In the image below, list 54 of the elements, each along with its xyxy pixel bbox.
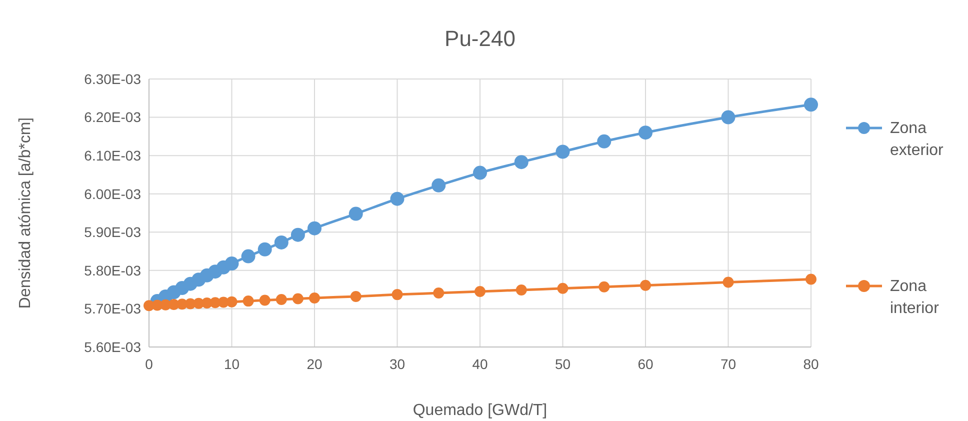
point bbox=[392, 289, 403, 300]
point bbox=[804, 98, 818, 112]
point bbox=[474, 286, 486, 297]
point bbox=[806, 274, 816, 285]
point bbox=[557, 282, 568, 294]
point bbox=[224, 256, 239, 271]
point bbox=[597, 134, 612, 148]
y-tick-label: 6.10E-03 bbox=[84, 147, 142, 164]
legend-label: Zona interior bbox=[890, 278, 940, 317]
x-tick-label: 30 bbox=[389, 356, 406, 372]
point bbox=[516, 284, 527, 296]
point bbox=[242, 296, 254, 307]
point bbox=[722, 276, 734, 288]
x-tick-label: 80 bbox=[803, 356, 819, 372]
point bbox=[640, 280, 651, 291]
point bbox=[309, 292, 320, 304]
y-tick-label: 5.90E-03 bbox=[84, 224, 142, 240]
point bbox=[350, 290, 362, 302]
point bbox=[308, 221, 322, 236]
point bbox=[556, 144, 570, 159]
y-tick-label: 5.60E-03 bbox=[84, 338, 142, 355]
x-tick-label: 20 bbox=[306, 356, 322, 372]
point bbox=[721, 110, 736, 124]
y-tick-label: 6.00E-03 bbox=[84, 186, 142, 202]
point bbox=[258, 242, 272, 256]
y-tick-label: 5.70E-03 bbox=[84, 300, 142, 317]
legend-label: Zona exterior bbox=[890, 120, 944, 159]
chart-title: Pu-240 bbox=[444, 26, 516, 51]
x-tick-label: 40 bbox=[472, 356, 488, 372]
point bbox=[290, 228, 305, 242]
x-tick-label: 60 bbox=[638, 356, 654, 372]
x-tick-label: 70 bbox=[720, 356, 736, 372]
y-tick-label: 6.30E-03 bbox=[84, 70, 142, 87]
point bbox=[638, 126, 652, 140]
point bbox=[348, 206, 363, 221]
x-tick-label: 50 bbox=[554, 356, 571, 372]
point bbox=[241, 249, 256, 264]
point bbox=[274, 235, 288, 250]
x-tick-label: 10 bbox=[224, 356, 240, 372]
y-tick-label: 5.80E-03 bbox=[84, 262, 142, 278]
point bbox=[432, 178, 446, 192]
point bbox=[433, 288, 444, 299]
y-tick-label: 6.20E-03 bbox=[84, 109, 142, 126]
point bbox=[514, 155, 528, 170]
point bbox=[473, 166, 487, 180]
point bbox=[259, 294, 270, 306]
point bbox=[276, 294, 287, 306]
x-axis-title: Quemado [GWd/T] bbox=[412, 402, 548, 419]
point bbox=[226, 296, 238, 308]
point bbox=[292, 293, 304, 304]
x-tick-label: 0 bbox=[145, 356, 154, 372]
point bbox=[390, 192, 404, 206]
y-axis-title: Densidad atómica [a/b*cm] bbox=[17, 117, 34, 309]
point bbox=[598, 281, 610, 292]
